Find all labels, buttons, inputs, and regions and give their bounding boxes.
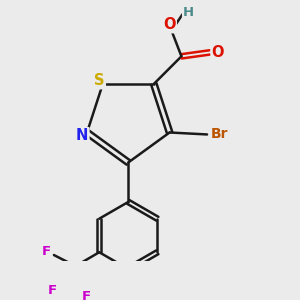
Text: F: F [42, 245, 51, 258]
Text: H: H [183, 6, 194, 19]
Text: F: F [47, 284, 56, 297]
Text: Br: Br [211, 128, 228, 142]
Text: O: O [163, 17, 176, 32]
Text: S: S [94, 73, 105, 88]
Text: F: F [82, 290, 91, 300]
Text: O: O [212, 45, 224, 60]
Text: N: N [76, 128, 88, 143]
